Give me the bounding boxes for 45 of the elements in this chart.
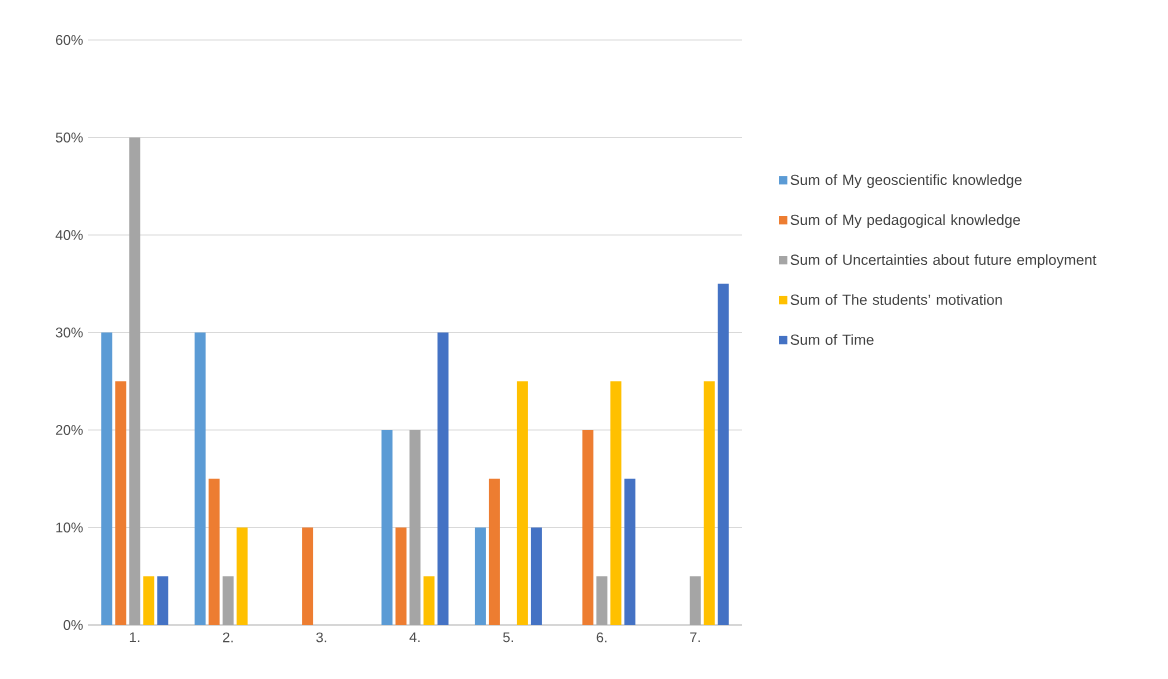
- y-tick-label: 60%: [55, 35, 83, 45]
- bar: [236, 527, 248, 625]
- x-tick-label: 7.: [690, 632, 700, 643]
- bar: [474, 527, 486, 625]
- legend-label: Sum of Time: [790, 334, 874, 345]
- y-tick-label: 30%: [55, 327, 83, 338]
- bar: [101, 332, 113, 625]
- bar: [208, 478, 220, 625]
- bar: [395, 527, 407, 625]
- legend-label: Sum of The students’ motivation: [790, 294, 1002, 305]
- bar: [717, 283, 729, 625]
- bar: [703, 381, 715, 625]
- bar: [689, 576, 701, 625]
- bar: [115, 381, 127, 625]
- legend-label: Sum of Uncertainties about future employment: [790, 254, 1097, 268]
- bar: [409, 430, 421, 625]
- bar: [194, 332, 206, 625]
- y-tick-label: 10%: [56, 522, 83, 533]
- bar: [610, 381, 622, 625]
- bar: [222, 576, 234, 625]
- x-tick-label: 3.: [316, 632, 327, 643]
- bar: [143, 576, 155, 625]
- y-tick-label: 40%: [55, 230, 83, 240]
- bar: [129, 137, 141, 625]
- bar: [157, 576, 169, 625]
- legend-label: Sum of My geoscientific knowledge: [790, 174, 1022, 188]
- bar: [624, 478, 636, 625]
- x-tick-label: 5.: [503, 632, 513, 643]
- bar: [596, 576, 608, 625]
- y-tick-label: 50%: [55, 132, 83, 143]
- legend-label: Sum of My pedagogical knowledge: [790, 214, 1021, 228]
- x-tick-label: 2.: [223, 632, 233, 643]
- bar: [516, 381, 528, 625]
- bar: [423, 576, 435, 625]
- x-tick-label: 4.: [409, 632, 420, 643]
- x-tick-label: 1.: [129, 632, 140, 643]
- bar: [381, 430, 393, 625]
- y-tick-label: 20%: [55, 425, 83, 435]
- bar: [437, 332, 449, 625]
- x-tick-label: 6.: [596, 632, 607, 643]
- bar: [488, 478, 500, 625]
- y-tick-label: 0%: [63, 620, 83, 630]
- bar: [302, 527, 314, 625]
- bar: [582, 430, 594, 625]
- bar: [530, 527, 542, 625]
